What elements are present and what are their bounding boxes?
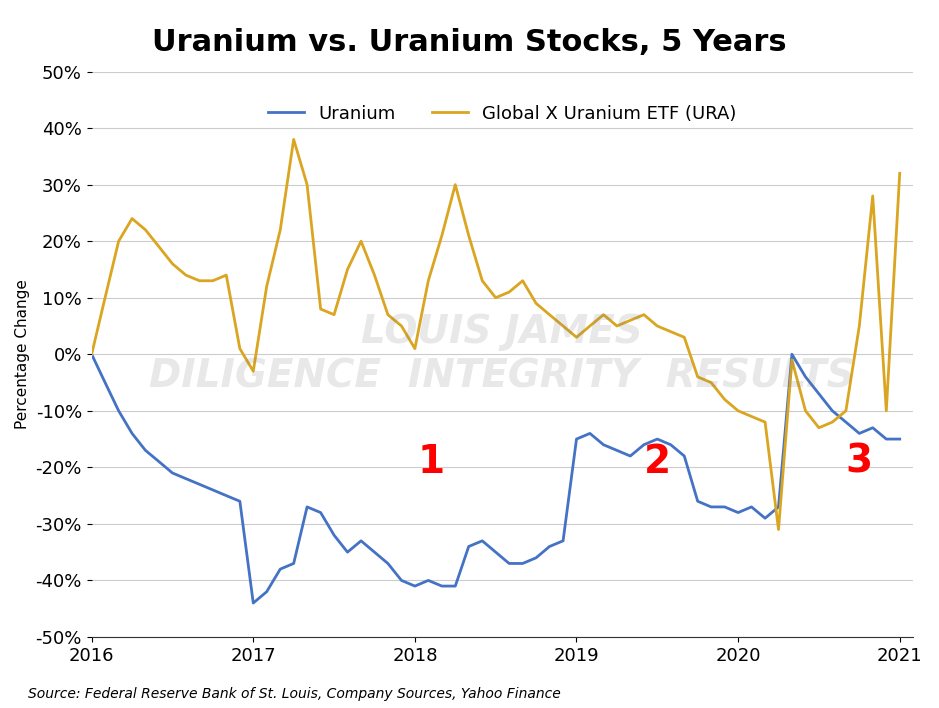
Uranium <box>86 350 98 358</box>
Global X Uranium ETF (URA) <box>584 321 595 330</box>
Uranium <box>288 559 300 568</box>
Uranium <box>531 554 542 562</box>
Text: Uranium vs. Uranium Stocks, 5 Years: Uranium vs. Uranium Stocks, 5 Years <box>152 28 787 57</box>
Global X Uranium ETF (URA) <box>773 525 784 534</box>
Uranium <box>261 588 272 596</box>
Uranium <box>584 429 595 438</box>
Global X Uranium ETF (URA) <box>274 226 285 234</box>
Text: Source: Federal Reserve Bank of St. Louis, Company Sources, Yahoo Finance: Source: Federal Reserve Bank of St. Loui… <box>28 687 561 701</box>
Uranium <box>248 599 259 607</box>
Uranium <box>800 372 811 381</box>
Text: 1: 1 <box>418 442 444 481</box>
Global X Uranium ETF (URA) <box>382 310 393 319</box>
Uranium <box>894 435 905 443</box>
Global X Uranium ETF (URA) <box>86 350 98 358</box>
Global X Uranium ETF (URA) <box>288 135 300 144</box>
Global X Uranium ETF (URA) <box>813 423 824 432</box>
Y-axis label: Percentage Change: Percentage Change <box>15 280 30 429</box>
Line: Global X Uranium ETF (URA): Global X Uranium ETF (URA) <box>92 139 900 530</box>
Line: Uranium: Uranium <box>92 354 900 603</box>
Global X Uranium ETF (URA) <box>248 367 259 375</box>
Legend: Uranium, Global X Uranium ETF (URA): Uranium, Global X Uranium ETF (URA) <box>260 98 744 130</box>
Uranium <box>382 559 393 568</box>
Text: 3: 3 <box>846 442 873 481</box>
Global X Uranium ETF (URA) <box>894 169 905 178</box>
Global X Uranium ETF (URA) <box>531 299 542 307</box>
Text: LOUIS JAMES
DILIGENCE  INTEGRITY  RESULTS: LOUIS JAMES DILIGENCE INTEGRITY RESULTS <box>149 313 855 395</box>
Text: 2: 2 <box>644 442 670 481</box>
